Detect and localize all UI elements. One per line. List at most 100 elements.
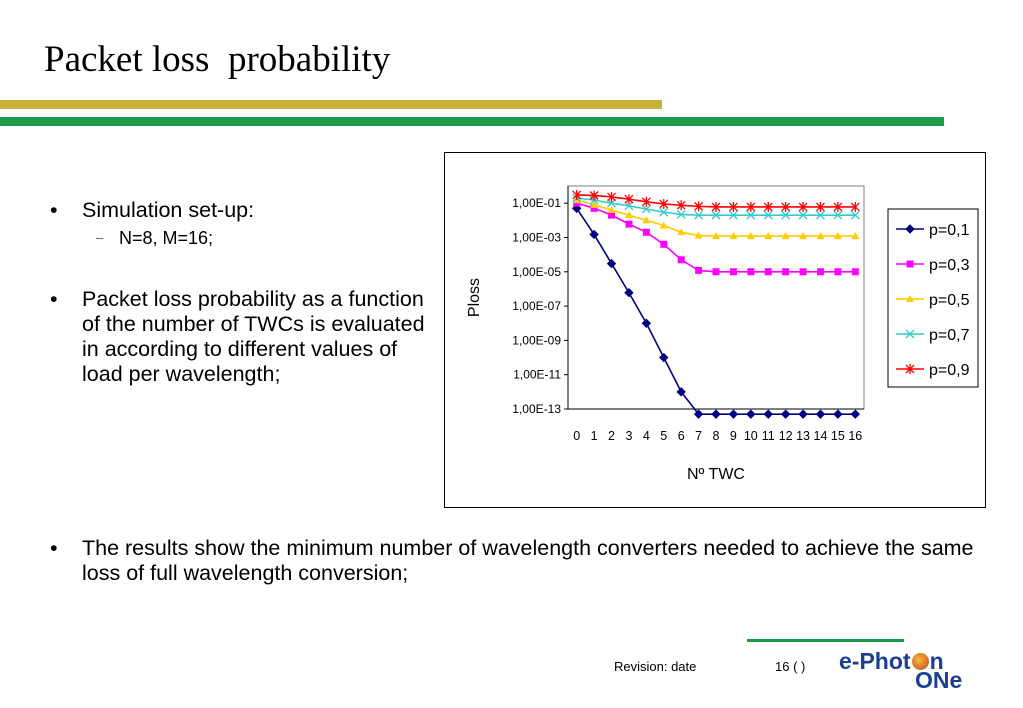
data-point (676, 387, 686, 397)
data-point (590, 204, 598, 212)
data-point (764, 232, 773, 240)
legend-marker (906, 295, 914, 302)
y-tick-label: 1,00E-13 (512, 402, 561, 416)
bullet-list: Simulation set-up: – N=8, M=16; Packet l… (50, 198, 430, 387)
data-point (659, 221, 668, 229)
legend-label: p=0,7 (929, 327, 970, 344)
data-point (589, 229, 599, 240)
x-tick-label: 10 (744, 429, 758, 443)
data-point (590, 200, 599, 208)
data-point (624, 194, 634, 205)
data-point (624, 201, 634, 211)
data-point (624, 288, 634, 298)
legend-box (887, 208, 979, 388)
data-point (728, 409, 739, 419)
logo-text-3: ONe (915, 667, 963, 693)
data-point (746, 210, 756, 220)
x-tick-label: 14 (814, 429, 828, 443)
data-point (572, 189, 582, 200)
x-tick-label: 9 (730, 429, 737, 443)
data-point (694, 231, 703, 239)
data-point (833, 409, 843, 419)
sub-bullet-dash: – (96, 230, 104, 245)
logo-text-2: n (929, 648, 944, 674)
data-point (694, 201, 704, 212)
data-point (659, 207, 669, 217)
data-point (589, 190, 599, 201)
data-point (625, 220, 633, 228)
data-point (833, 210, 843, 220)
bullet-simulation-setup: Simulation set-up: (50, 198, 430, 223)
sub-bullet-params: – N=8, M=16; (96, 226, 430, 251)
legend-label: p=0,1 (929, 222, 970, 239)
data-point (763, 210, 773, 220)
data-point (711, 210, 721, 220)
footer-divider (747, 639, 904, 642)
data-point (782, 268, 790, 276)
x-tick-label: 1 (591, 429, 598, 443)
x-tick-label: 4 (643, 429, 650, 443)
data-point (711, 201, 721, 212)
data-point (641, 204, 651, 214)
data-point (763, 409, 773, 419)
x-tick-label: 7 (695, 429, 702, 443)
legend-marker (906, 260, 914, 268)
x-tick-label: 13 (796, 429, 810, 443)
data-point (607, 205, 616, 213)
data-point (677, 228, 686, 236)
bullet-results: The results show the minimum number of w… (50, 536, 1012, 586)
x-tick-label: 12 (779, 429, 793, 443)
x-tick-label: 2 (608, 429, 615, 443)
data-point (695, 266, 703, 274)
y-tick-label: 1,00E-11 (513, 368, 561, 382)
x-tick-label: 11 (762, 429, 775, 443)
data-point (781, 201, 791, 212)
y-tick-label: 1,00E-05 (512, 265, 561, 279)
y-tick-label: 1,00E-09 (512, 333, 561, 347)
x-axis-label: Nº TWC (687, 466, 745, 483)
legend-label: p=0,9 (929, 362, 970, 379)
y-tick-label: 1,00E-07 (512, 299, 561, 313)
data-point (729, 268, 737, 276)
data-point (624, 211, 633, 219)
data-point (815, 409, 826, 419)
sub-bullet-text: N=8, M=16; (119, 228, 214, 248)
x-tick-label: 5 (660, 429, 667, 443)
plot-area (567, 185, 865, 410)
data-point (781, 210, 791, 220)
legend-marker (905, 364, 915, 374)
globe-icon (911, 653, 929, 670)
data-point (642, 228, 650, 236)
data-point (850, 210, 860, 220)
x-tick-label: 6 (678, 429, 685, 443)
x-tick-label: 15 (831, 429, 845, 443)
data-point (747, 268, 755, 276)
data-point (798, 201, 808, 212)
data-point (798, 409, 808, 419)
data-point (746, 201, 756, 212)
x-tick-label: 8 (713, 429, 720, 443)
revision-label: Revision: date (614, 659, 697, 674)
gold-divider (0, 100, 662, 109)
slide-title: Packet loss probability (44, 39, 391, 80)
data-point (816, 210, 825, 220)
data-point (799, 268, 807, 276)
data-point (641, 318, 652, 328)
data-point (641, 196, 651, 207)
data-point (816, 232, 825, 240)
y-tick-label: 1,00E-01 (512, 196, 561, 210)
data-point (816, 201, 825, 212)
data-point (694, 210, 704, 220)
data-point (816, 268, 824, 276)
x-tick-label: 16 (848, 429, 862, 443)
data-point (607, 191, 616, 202)
data-point (764, 268, 772, 276)
legend-marker (905, 329, 915, 339)
data-point (642, 216, 651, 224)
data-point (851, 232, 860, 240)
data-point (659, 198, 669, 209)
y-tick-label: 1,00E-03 (512, 230, 561, 244)
data-point (660, 240, 668, 248)
legend-label: p=0,3 (929, 257, 970, 274)
ephoton-logo: e-Phot n ONe (839, 648, 962, 692)
